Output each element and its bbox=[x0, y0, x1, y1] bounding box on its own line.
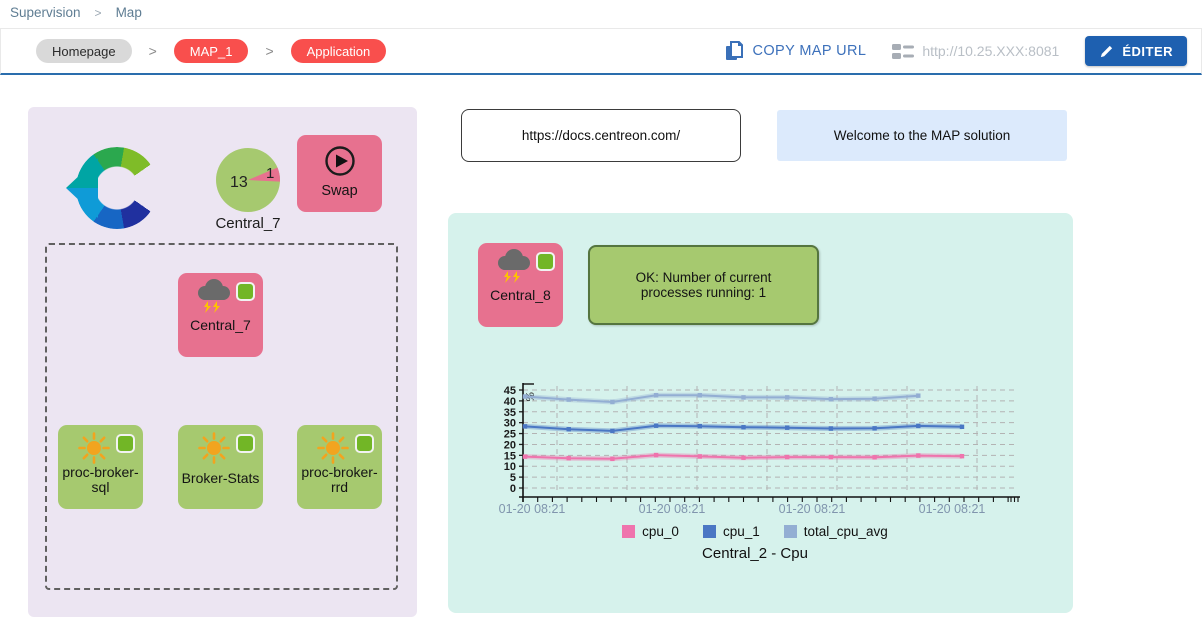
centreon-logo-icon bbox=[66, 146, 158, 230]
pill-homepage[interactable]: Homepage bbox=[36, 39, 132, 63]
welcome-text: Welcome to the MAP solution bbox=[833, 128, 1011, 143]
pie-critical-count: 1 bbox=[266, 165, 274, 182]
svg-text:10: 10 bbox=[504, 461, 516, 473]
node-proc-broker-sql[interactable]: proc-broker-sql bbox=[58, 425, 143, 509]
storm-cloud-icon bbox=[198, 279, 230, 313]
sun-icon bbox=[317, 432, 349, 464]
breadcrumb: Supervision > Map bbox=[10, 5, 142, 20]
pencil-icon bbox=[1101, 45, 1113, 57]
node-label: proc-broker-rrd bbox=[301, 464, 378, 495]
svg-text:25: 25 bbox=[504, 429, 516, 441]
server-url: http://10.25.XXX:8081 bbox=[892, 43, 1059, 60]
legend-swatch-icon bbox=[622, 525, 636, 538]
map-canvas-left: 13 1 Central_7 Swap Central_7 bbox=[28, 107, 417, 617]
svg-text:20: 20 bbox=[504, 439, 516, 451]
svg-text:01-20 08:21: 01-20 08:21 bbox=[639, 502, 706, 516]
docs-link-text: https://docs.centreon.com/ bbox=[521, 128, 681, 143]
pie-node-label: Central_7 bbox=[215, 215, 281, 232]
svg-text:30: 30 bbox=[504, 418, 516, 430]
map-canvas-right: Central_8 OK: Number of current processe… bbox=[448, 213, 1073, 613]
service-output-text: OK: Number of current processes running:… bbox=[635, 270, 772, 300]
legend-item: total_cpu_avg bbox=[783, 524, 888, 539]
copy-icon bbox=[726, 40, 744, 60]
pill-map-1[interactable]: MAP_1 bbox=[173, 39, 249, 63]
node-broker-stats[interactable]: Broker-Stats bbox=[178, 425, 263, 509]
service-output-widget: OK: Number of current processes running:… bbox=[588, 245, 819, 325]
status-ok-icon bbox=[355, 434, 374, 453]
chart-legend: cpu_0 cpu_1 total_cpu_avg bbox=[490, 524, 1020, 539]
status-ok-icon bbox=[236, 434, 255, 453]
pie-ok-count: 13 bbox=[230, 174, 248, 191]
welcome-widget: Welcome to the MAP solution bbox=[777, 110, 1067, 161]
svg-text:45: 45 bbox=[504, 385, 516, 397]
server-url-text: http://10.25.XXX:8081 bbox=[922, 43, 1060, 59]
node-label: Central_8 bbox=[490, 287, 551, 303]
status-ok-icon bbox=[116, 434, 135, 453]
pill-application[interactable]: Application bbox=[290, 39, 387, 63]
legend-item: cpu_1 bbox=[702, 524, 760, 539]
breadcrumb-supervision[interactable]: Supervision bbox=[10, 5, 81, 20]
svg-text:0: 0 bbox=[510, 483, 516, 495]
sun-icon bbox=[198, 432, 230, 464]
svg-text:01-20 08:21: 01-20 08:21 bbox=[499, 502, 566, 516]
node-label: Central_7 bbox=[190, 317, 251, 333]
edit-button[interactable]: ÉDITER bbox=[1085, 36, 1187, 66]
cpu-chart-widget: 0 5 10 15 20 25 30 35 40 45% 01-20 08:21 01-20 08:2… bbox=[490, 378, 1020, 562]
copy-map-url-button[interactable]: COPY MAP URL bbox=[725, 40, 867, 62]
group-container bbox=[45, 243, 398, 590]
node-label: proc-broker-sql bbox=[62, 464, 139, 495]
node-label: Broker-Stats bbox=[181, 470, 260, 486]
chart-title: Central_2 - Cpu bbox=[702, 545, 808, 562]
legend-label: total_cpu_avg bbox=[803, 524, 888, 539]
node-swap[interactable]: Swap bbox=[297, 135, 382, 212]
status-ok-icon bbox=[536, 252, 555, 271]
docs-link-widget[interactable]: https://docs.centreon.com/ bbox=[461, 109, 741, 162]
svg-text:01-20 08:21: 01-20 08:21 bbox=[779, 502, 846, 516]
storm-cloud-icon bbox=[498, 249, 530, 283]
legend-label: cpu_0 bbox=[642, 524, 679, 539]
legend-swatch-icon bbox=[702, 525, 716, 538]
status-ok-icon bbox=[236, 282, 255, 301]
svg-text:35: 35 bbox=[504, 407, 516, 419]
node-central-8[interactable]: Central_8 bbox=[478, 243, 563, 327]
node-proc-broker-rrd[interactable]: proc-broker-rrd bbox=[297, 425, 382, 509]
node-label: Swap bbox=[321, 183, 358, 199]
chevron-right-icon: > bbox=[94, 5, 102, 20]
svg-text:15: 15 bbox=[504, 450, 516, 462]
status-pie-chart: 13 1 bbox=[216, 148, 281, 212]
map-toolbar: Homepage > MAP_1 > Application COPY MAP … bbox=[0, 28, 1202, 75]
legend-label: cpu_1 bbox=[722, 524, 760, 539]
chevron-right-icon: > bbox=[265, 43, 274, 59]
edit-button-label: ÉDITER bbox=[1122, 43, 1173, 59]
breadcrumb-map[interactable]: Map bbox=[115, 5, 142, 20]
server-icon bbox=[892, 43, 915, 59]
chevron-right-icon: > bbox=[148, 43, 157, 59]
node-central-7[interactable]: Central_7 bbox=[178, 273, 263, 357]
legend-item: cpu_0 bbox=[622, 524, 679, 539]
pie-node-central-7[interactable]: 13 1 Central_7 bbox=[215, 147, 281, 239]
play-icon bbox=[325, 146, 355, 176]
svg-text:01-20 08:21: 01-20 08:21 bbox=[919, 502, 986, 516]
map-breadcrumb-pills: Homepage > MAP_1 > Application bbox=[36, 39, 387, 63]
copy-map-url-label: COPY MAP URL bbox=[752, 43, 867, 59]
sun-icon bbox=[78, 432, 110, 464]
toolbar-right: COPY MAP URL http://10.25.XXX:8081 ÉDITE… bbox=[725, 36, 1187, 66]
legend-swatch-icon bbox=[783, 525, 797, 538]
svg-text:40: 40 bbox=[504, 396, 516, 408]
svg-text:5: 5 bbox=[510, 472, 516, 484]
